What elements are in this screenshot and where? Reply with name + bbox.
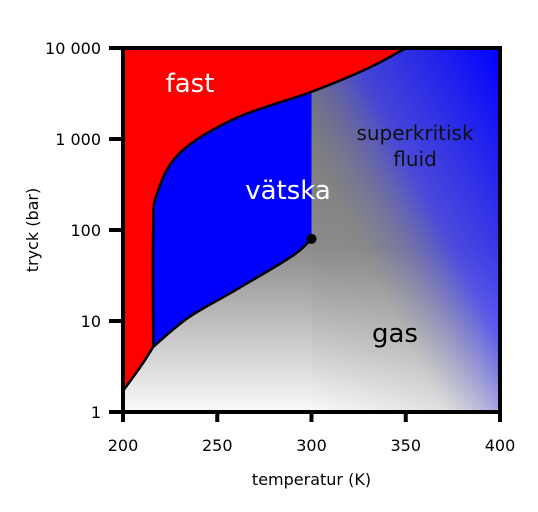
solid-region (123, 48, 406, 391)
y-axis-label: tryck (bar) (23, 188, 42, 273)
y-tick-label: 1 000 (55, 130, 101, 149)
x-tick-label: 200 (108, 436, 139, 455)
x-tick-label: 300 (296, 436, 327, 455)
x-axis: 200 250 300 350 400 (108, 412, 516, 455)
region-label-gas: gas (372, 319, 418, 349)
x-tick-label: 350 (390, 436, 421, 455)
y-tick-label: 100 (70, 221, 101, 240)
region-label-solid: fast (166, 69, 215, 99)
vaporization-curve (152, 237, 313, 348)
critical-point-marker (306, 233, 317, 244)
y-axis: 1 10 100 1 000 10 000 (45, 39, 123, 422)
x-tick-label: 400 (485, 436, 516, 455)
liquid-region (152, 91, 312, 347)
plot-area (123, 48, 500, 412)
supercritical-region (311, 48, 500, 412)
region-label-liquid: vätska (245, 176, 331, 206)
region-label-supercritical-line: superkritisk (356, 121, 473, 145)
melting-curve (151, 48, 407, 347)
region-label-supercritical-line: fluid (393, 147, 437, 171)
x-tick-label: 250 (202, 436, 233, 455)
y-tick-label: 10 000 (45, 39, 101, 58)
sublimation-curve (123, 346, 155, 392)
x-axis-label: temperatur (K) (252, 470, 371, 489)
region-label-supercritical: superkritisk fluid (356, 121, 473, 171)
y-tick-label: 10 (81, 312, 101, 331)
y-tick-label: 1 (91, 403, 101, 422)
